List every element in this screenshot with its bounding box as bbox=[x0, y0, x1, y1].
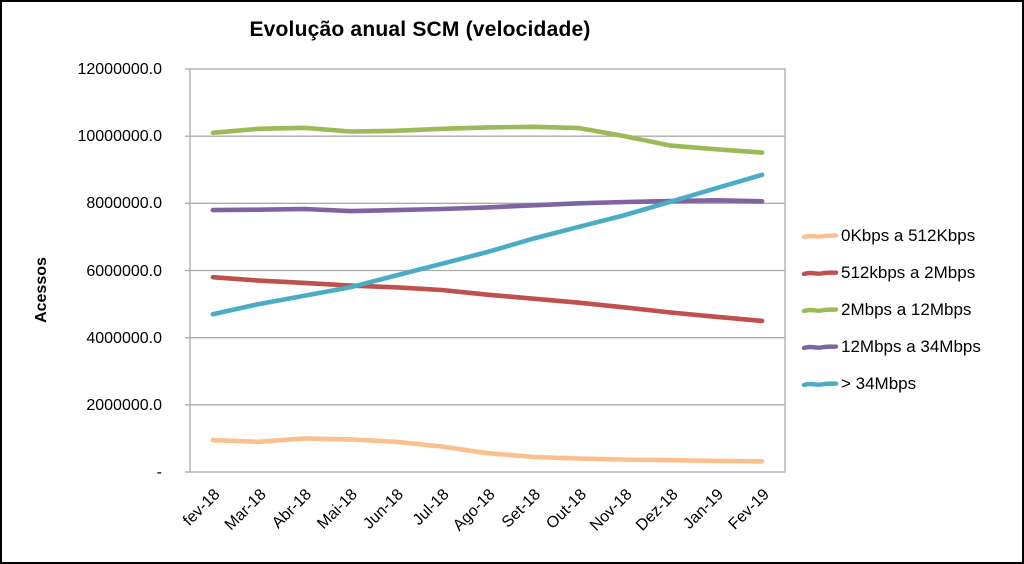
legend-item: 512kbps a 2Mbps bbox=[801, 261, 981, 285]
y-tick-label: 2000000.0 bbox=[86, 396, 162, 414]
y-tick-label: 10000000.0 bbox=[77, 128, 162, 146]
series-line-4 bbox=[210, 172, 765, 317]
y-tick-label: 4000000.0 bbox=[86, 329, 162, 347]
legend-line-swatch bbox=[801, 307, 839, 314]
legend-line-swatch bbox=[801, 270, 839, 277]
chart-title: Evolução anual SCM (velocidade) bbox=[249, 18, 591, 41]
legend-item: 0Kbps a 512Kbps bbox=[801, 224, 981, 248]
legend: 0Kbps a 512Kbps 512kbps a 2Mbps 2Mbps a 12… bbox=[801, 224, 981, 396]
legend-label: 2Mbps a 12Mbps bbox=[841, 300, 972, 319]
legend-item: 12Mbps a 34Mbps bbox=[801, 335, 981, 359]
y-tick-label: 6000000.0 bbox=[86, 262, 162, 280]
series-line-1 bbox=[210, 274, 765, 324]
series-line-3 bbox=[210, 198, 765, 214]
legend-line-swatch bbox=[801, 381, 839, 388]
y-tick-label: - bbox=[156, 464, 162, 481]
legend-label: 0Kbps a 512Kbps bbox=[841, 226, 976, 245]
legend-line-swatch bbox=[801, 344, 839, 351]
legend-line-swatch bbox=[801, 233, 839, 240]
legend-label: 512kbps a 2Mbps bbox=[841, 263, 976, 282]
legend-label: > 34Mbps bbox=[841, 374, 917, 393]
y-tick-label: 12000000.0 bbox=[77, 61, 162, 78]
plot-border bbox=[189, 68, 786, 473]
legend-label: 12Mbps a 34Mbps bbox=[841, 337, 981, 356]
legend-item: 2Mbps a 12Mbps bbox=[801, 298, 981, 322]
y-tick-label: 8000000.0 bbox=[86, 195, 162, 213]
series-line-2 bbox=[210, 124, 765, 155]
legend-item: > 34Mbps bbox=[801, 372, 981, 396]
series-line-0 bbox=[210, 436, 765, 464]
